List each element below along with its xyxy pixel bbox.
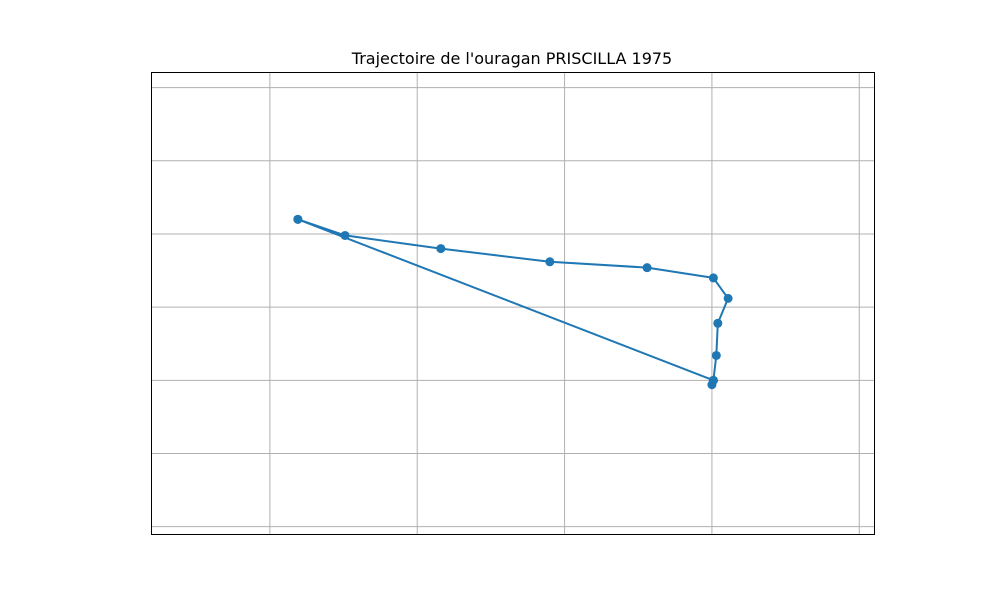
data-point [713,318,723,328]
data-point [723,293,733,303]
data-point [436,244,446,254]
grid [152,73,874,534]
data-point [293,214,303,224]
data-point [708,273,718,283]
axes-frame [151,72,875,535]
series-track [293,214,733,390]
data-point [642,263,652,273]
data-point [708,375,718,385]
chart-title: Trajectoire de l'ouragan PRISCILLA 1975 [351,49,672,68]
data-point [711,350,721,360]
data-point [545,257,555,267]
data-point [340,230,350,240]
